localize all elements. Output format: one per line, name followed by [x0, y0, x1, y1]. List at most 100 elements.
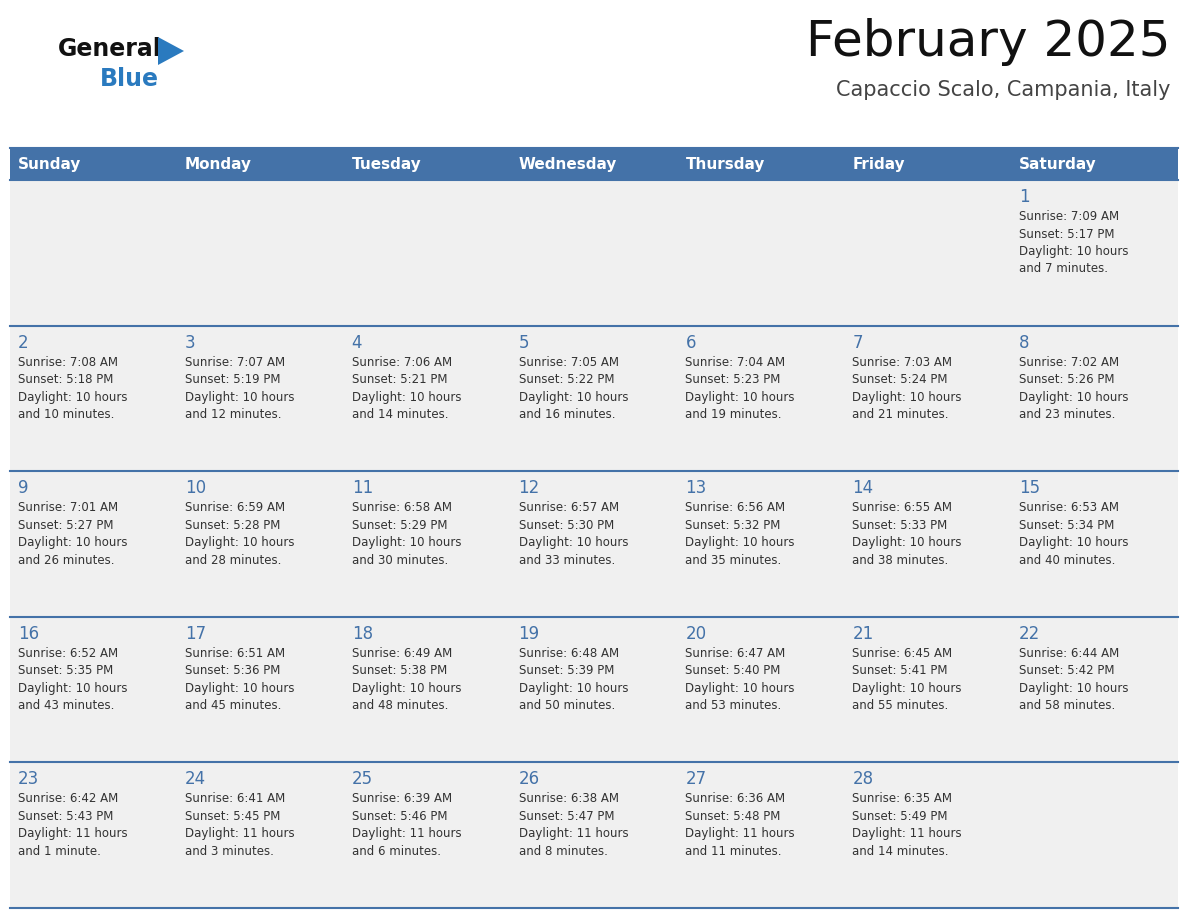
Text: Sunset: 5:23 PM: Sunset: 5:23 PM	[685, 373, 781, 386]
Text: Daylight: 10 hours: Daylight: 10 hours	[1019, 245, 1129, 258]
Text: 7: 7	[852, 333, 862, 352]
Text: and 14 minutes.: and 14 minutes.	[852, 845, 949, 858]
Text: Capaccio Scalo, Campania, Italy: Capaccio Scalo, Campania, Italy	[835, 80, 1170, 100]
Text: Sunrise: 6:36 AM: Sunrise: 6:36 AM	[685, 792, 785, 805]
Text: Sunset: 5:21 PM: Sunset: 5:21 PM	[352, 373, 447, 386]
Text: 25: 25	[352, 770, 373, 789]
Bar	[10, 180, 1178, 326]
Text: Sunrise: 7:03 AM: Sunrise: 7:03 AM	[852, 355, 953, 369]
Text: Sunrise: 6:55 AM: Sunrise: 6:55 AM	[852, 501, 953, 514]
Text: Sunrise: 6:47 AM: Sunrise: 6:47 AM	[685, 647, 785, 660]
Text: and 21 minutes.: and 21 minutes.	[852, 409, 949, 421]
Text: 13: 13	[685, 479, 707, 498]
Text: Daylight: 10 hours: Daylight: 10 hours	[352, 390, 461, 404]
Text: Daylight: 11 hours: Daylight: 11 hours	[852, 827, 962, 840]
Text: Sunset: 5:45 PM: Sunset: 5:45 PM	[185, 810, 280, 823]
Text: Sunset: 5:47 PM: Sunset: 5:47 PM	[519, 810, 614, 823]
Text: and 45 minutes.: and 45 minutes.	[185, 700, 282, 712]
Text: Sunrise: 6:42 AM: Sunrise: 6:42 AM	[18, 792, 119, 805]
Text: and 33 minutes.: and 33 minutes.	[519, 554, 615, 566]
Text: Sunset: 5:41 PM: Sunset: 5:41 PM	[852, 665, 948, 677]
Text: and 19 minutes.: and 19 minutes.	[685, 409, 782, 421]
Text: 1: 1	[1019, 188, 1030, 206]
Text: 5: 5	[519, 333, 529, 352]
Text: Sunset: 5:43 PM: Sunset: 5:43 PM	[18, 810, 113, 823]
Text: Sunset: 5:36 PM: Sunset: 5:36 PM	[185, 665, 280, 677]
Text: Sunrise: 7:07 AM: Sunrise: 7:07 AM	[185, 355, 285, 369]
Text: Sunrise: 7:09 AM: Sunrise: 7:09 AM	[1019, 210, 1119, 223]
Text: Sunset: 5:28 PM: Sunset: 5:28 PM	[185, 519, 280, 532]
Text: 8: 8	[1019, 333, 1030, 352]
Text: Sunset: 5:42 PM: Sunset: 5:42 PM	[1019, 665, 1114, 677]
Text: Monday: Monday	[185, 156, 252, 172]
Text: Sunrise: 7:02 AM: Sunrise: 7:02 AM	[1019, 355, 1119, 369]
Text: 6: 6	[685, 333, 696, 352]
Text: 20: 20	[685, 625, 707, 643]
Text: Daylight: 10 hours: Daylight: 10 hours	[852, 390, 962, 404]
Text: Sunrise: 6:52 AM: Sunrise: 6:52 AM	[18, 647, 118, 660]
Text: Daylight: 10 hours: Daylight: 10 hours	[185, 536, 295, 549]
Text: Sunrise: 6:45 AM: Sunrise: 6:45 AM	[852, 647, 953, 660]
Text: Sunrise: 6:49 AM: Sunrise: 6:49 AM	[352, 647, 451, 660]
Text: Sunrise: 6:44 AM: Sunrise: 6:44 AM	[1019, 647, 1119, 660]
Text: Sunrise: 6:48 AM: Sunrise: 6:48 AM	[519, 647, 619, 660]
Text: Sunrise: 6:38 AM: Sunrise: 6:38 AM	[519, 792, 619, 805]
Text: Thursday: Thursday	[685, 156, 765, 172]
Text: 3: 3	[185, 333, 196, 352]
Text: Sunrise: 6:41 AM: Sunrise: 6:41 AM	[185, 792, 285, 805]
Text: February 2025: February 2025	[805, 18, 1170, 66]
Text: Sunset: 5:24 PM: Sunset: 5:24 PM	[852, 373, 948, 386]
Text: Daylight: 10 hours: Daylight: 10 hours	[685, 536, 795, 549]
Text: and 14 minutes.: and 14 minutes.	[352, 409, 448, 421]
Text: Sunset: 5:40 PM: Sunset: 5:40 PM	[685, 665, 781, 677]
Text: Sunset: 5:33 PM: Sunset: 5:33 PM	[852, 519, 948, 532]
Text: Daylight: 10 hours: Daylight: 10 hours	[18, 390, 127, 404]
Text: Sunset: 5:29 PM: Sunset: 5:29 PM	[352, 519, 447, 532]
Text: 23: 23	[18, 770, 39, 789]
Text: and 38 minutes.: and 38 minutes.	[852, 554, 948, 566]
Text: Daylight: 10 hours: Daylight: 10 hours	[1019, 390, 1129, 404]
Text: and 8 minutes.: and 8 minutes.	[519, 845, 607, 858]
Bar	[10, 763, 1178, 908]
Text: 17: 17	[185, 625, 206, 643]
Text: Sunrise: 7:08 AM: Sunrise: 7:08 AM	[18, 355, 118, 369]
Text: and 10 minutes.: and 10 minutes.	[18, 409, 114, 421]
Text: and 48 minutes.: and 48 minutes.	[352, 700, 448, 712]
Text: 10: 10	[185, 479, 206, 498]
Bar	[10, 148, 1178, 180]
Text: 2: 2	[18, 333, 29, 352]
Text: 18: 18	[352, 625, 373, 643]
Text: and 11 minutes.: and 11 minutes.	[685, 845, 782, 858]
Text: Daylight: 11 hours: Daylight: 11 hours	[185, 827, 295, 840]
Text: Sunrise: 7:06 AM: Sunrise: 7:06 AM	[352, 355, 451, 369]
Text: Saturday: Saturday	[1019, 156, 1097, 172]
Text: Daylight: 11 hours: Daylight: 11 hours	[685, 827, 795, 840]
Text: Sunset: 5:46 PM: Sunset: 5:46 PM	[352, 810, 447, 823]
Text: Sunrise: 6:35 AM: Sunrise: 6:35 AM	[852, 792, 953, 805]
Text: Sunrise: 6:39 AM: Sunrise: 6:39 AM	[352, 792, 451, 805]
Text: Sunrise: 6:53 AM: Sunrise: 6:53 AM	[1019, 501, 1119, 514]
Text: and 58 minutes.: and 58 minutes.	[1019, 700, 1116, 712]
Text: and 23 minutes.: and 23 minutes.	[1019, 409, 1116, 421]
Text: 14: 14	[852, 479, 873, 498]
Text: Sunset: 5:18 PM: Sunset: 5:18 PM	[18, 373, 113, 386]
Text: Sunset: 5:27 PM: Sunset: 5:27 PM	[18, 519, 114, 532]
Text: Blue: Blue	[100, 67, 159, 91]
Text: 26: 26	[519, 770, 539, 789]
Text: Daylight: 10 hours: Daylight: 10 hours	[352, 536, 461, 549]
Text: and 30 minutes.: and 30 minutes.	[352, 554, 448, 566]
Text: Sunrise: 6:51 AM: Sunrise: 6:51 AM	[185, 647, 285, 660]
Text: Sunset: 5:30 PM: Sunset: 5:30 PM	[519, 519, 614, 532]
Text: Sunset: 5:26 PM: Sunset: 5:26 PM	[1019, 373, 1114, 386]
Text: Daylight: 10 hours: Daylight: 10 hours	[519, 390, 628, 404]
Text: Daylight: 10 hours: Daylight: 10 hours	[1019, 682, 1129, 695]
Text: and 50 minutes.: and 50 minutes.	[519, 700, 615, 712]
Text: Friday: Friday	[852, 156, 905, 172]
Text: Daylight: 10 hours: Daylight: 10 hours	[18, 682, 127, 695]
Text: and 6 minutes.: and 6 minutes.	[352, 845, 441, 858]
Text: and 3 minutes.: and 3 minutes.	[185, 845, 273, 858]
Text: Wednesday: Wednesday	[519, 156, 617, 172]
Text: Daylight: 10 hours: Daylight: 10 hours	[185, 682, 295, 695]
Text: Daylight: 10 hours: Daylight: 10 hours	[185, 390, 295, 404]
Text: and 7 minutes.: and 7 minutes.	[1019, 263, 1108, 275]
